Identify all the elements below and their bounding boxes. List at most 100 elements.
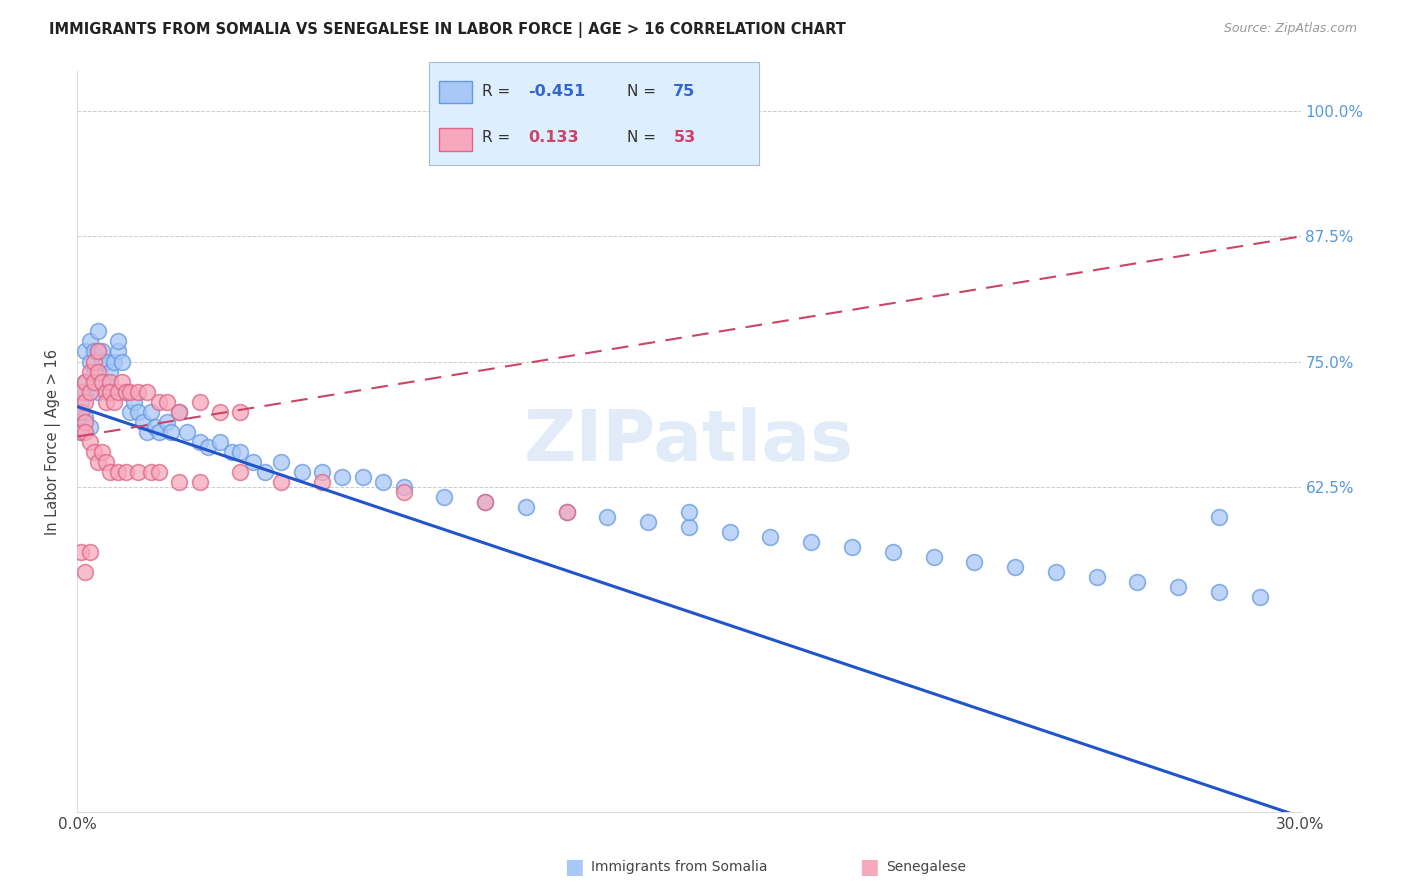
Point — [759, 530, 782, 544]
Point — [98, 375, 121, 389]
Point — [922, 549, 945, 564]
Bar — [439, 81, 472, 103]
Bar — [439, 128, 472, 151]
Point — [70, 404, 93, 418]
Point — [242, 454, 264, 468]
Point — [75, 375, 97, 389]
Point — [90, 354, 112, 368]
Point — [209, 434, 232, 449]
Point — [515, 500, 537, 514]
Point — [98, 384, 121, 399]
Point — [311, 475, 333, 489]
Point — [107, 344, 129, 359]
Point — [79, 334, 101, 349]
Point — [128, 384, 150, 399]
Point — [70, 384, 93, 399]
Point — [1085, 569, 1108, 583]
Point — [209, 404, 232, 418]
Point — [474, 494, 496, 508]
Point — [637, 515, 659, 529]
Point — [474, 494, 496, 508]
Point — [115, 465, 138, 479]
Point — [75, 344, 97, 359]
Point — [79, 364, 101, 378]
Point — [332, 469, 354, 483]
Point — [87, 454, 110, 468]
Point — [120, 384, 142, 399]
Point — [176, 425, 198, 439]
Point — [311, 465, 333, 479]
Point — [392, 479, 415, 493]
Point — [169, 475, 191, 489]
Point — [1249, 590, 1271, 604]
Point — [83, 444, 105, 458]
Point — [128, 404, 150, 418]
Point — [94, 454, 117, 468]
Point — [83, 354, 105, 368]
Point — [1004, 559, 1026, 574]
Point — [83, 364, 105, 378]
Point — [221, 444, 243, 458]
Point — [156, 415, 179, 429]
Point — [148, 465, 170, 479]
Point — [70, 394, 93, 409]
Y-axis label: In Labor Force | Age > 16: In Labor Force | Age > 16 — [45, 349, 62, 534]
Point — [79, 354, 101, 368]
Point — [229, 465, 252, 479]
Point — [70, 425, 93, 439]
Point — [678, 505, 700, 519]
Text: ■: ■ — [859, 857, 879, 877]
Text: 0.133: 0.133 — [529, 130, 579, 145]
Point — [229, 444, 252, 458]
Point — [148, 394, 170, 409]
Text: N =: N = — [627, 84, 661, 99]
Point — [107, 465, 129, 479]
Point — [87, 344, 110, 359]
Point — [169, 404, 191, 418]
Point — [139, 465, 162, 479]
Point — [156, 394, 179, 409]
Point — [188, 475, 211, 489]
Point — [148, 425, 170, 439]
Point — [94, 354, 117, 368]
Point — [128, 465, 150, 479]
Point — [169, 404, 191, 418]
Point — [87, 344, 110, 359]
Point — [75, 375, 97, 389]
Point — [963, 555, 986, 569]
Point — [131, 415, 153, 429]
Point — [75, 415, 97, 429]
Point — [139, 404, 162, 418]
Point — [83, 344, 105, 359]
Text: N =: N = — [627, 130, 661, 145]
Point — [555, 505, 578, 519]
Point — [75, 425, 97, 439]
Point — [94, 384, 117, 399]
Point — [188, 434, 211, 449]
Text: Senegalese: Senegalese — [886, 860, 966, 874]
Point — [75, 394, 97, 409]
Point — [371, 475, 394, 489]
Point — [115, 384, 138, 399]
Text: ZIPatlas: ZIPatlas — [524, 407, 853, 476]
Point — [678, 519, 700, 533]
Point — [800, 534, 823, 549]
Point — [253, 465, 276, 479]
Point — [841, 540, 863, 554]
Text: R =: R = — [482, 84, 515, 99]
Text: Source: ZipAtlas.com: Source: ZipAtlas.com — [1223, 22, 1357, 36]
Text: R =: R = — [482, 130, 515, 145]
Point — [79, 419, 101, 434]
Point — [75, 384, 97, 399]
Point — [87, 384, 110, 399]
Point — [111, 354, 134, 368]
Point — [270, 475, 292, 489]
Point — [107, 334, 129, 349]
Point — [75, 565, 97, 579]
Point — [596, 509, 619, 524]
Point — [103, 354, 125, 368]
Text: 75: 75 — [673, 84, 696, 99]
Text: -0.451: -0.451 — [529, 84, 585, 99]
Point — [197, 440, 219, 454]
Point — [120, 404, 142, 418]
